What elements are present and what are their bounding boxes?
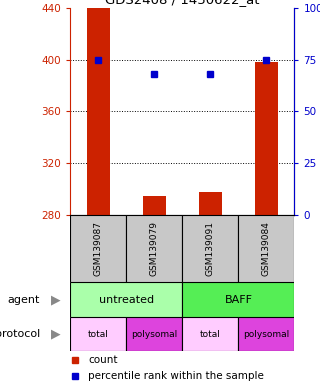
Bar — [199, 192, 222, 215]
Bar — [238, 215, 294, 282]
Bar — [182, 282, 294, 317]
Text: GSM139079: GSM139079 — [150, 221, 159, 276]
Text: untreated: untreated — [99, 295, 154, 305]
Text: polysomal: polysomal — [131, 329, 178, 339]
Bar — [70, 317, 126, 351]
Text: polysomal: polysomal — [243, 329, 290, 339]
Bar — [182, 215, 238, 282]
Text: protocol: protocol — [0, 329, 40, 339]
Text: percentile rank within the sample: percentile rank within the sample — [88, 371, 264, 381]
Bar — [255, 62, 278, 215]
Text: total: total — [200, 329, 221, 339]
Text: count: count — [88, 354, 118, 364]
Text: GSM139084: GSM139084 — [262, 221, 271, 276]
Bar — [70, 215, 126, 282]
Bar — [143, 195, 166, 215]
Bar — [182, 317, 238, 351]
Text: BAFF: BAFF — [224, 295, 252, 305]
Text: GSM139091: GSM139091 — [206, 221, 215, 276]
Bar — [70, 282, 182, 317]
Bar — [238, 317, 294, 351]
Bar — [87, 8, 109, 215]
Text: GSM139087: GSM139087 — [94, 221, 103, 276]
Text: ▶: ▶ — [51, 293, 61, 306]
Bar — [126, 317, 182, 351]
Text: ▶: ▶ — [51, 328, 61, 341]
Bar — [126, 215, 182, 282]
Text: total: total — [88, 329, 109, 339]
Text: agent: agent — [8, 295, 40, 305]
Title: GDS2408 / 1450622_at: GDS2408 / 1450622_at — [105, 0, 260, 7]
